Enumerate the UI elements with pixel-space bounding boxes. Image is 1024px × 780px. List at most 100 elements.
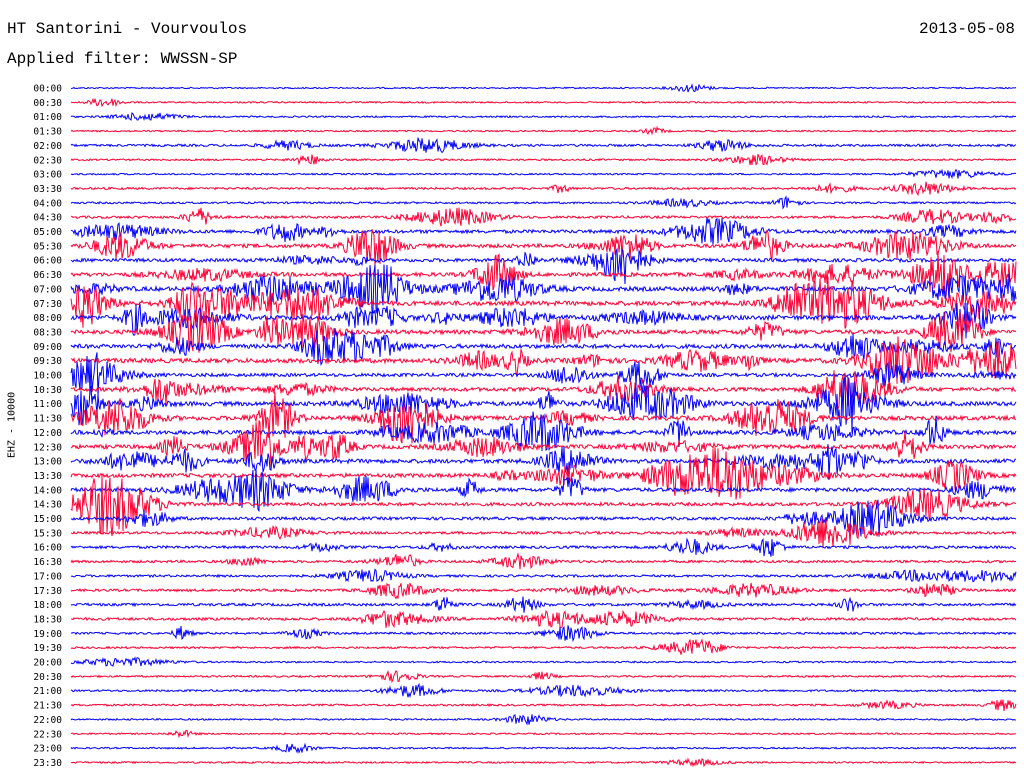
trace-line (70, 638, 1017, 655)
trace-line (70, 82, 1017, 93)
row-label: 23:00 (33, 744, 62, 755)
trace-line (70, 137, 1017, 154)
trace-line (70, 499, 1017, 537)
row-label: 08:30 (33, 327, 62, 338)
trace-line (70, 468, 1017, 513)
trace-line (70, 228, 1017, 268)
trace-line (70, 392, 1017, 444)
trace-line (70, 328, 1017, 366)
row-label: 05:30 (33, 241, 62, 252)
row-label: 06:30 (33, 270, 62, 281)
row-label: 16:00 (33, 543, 62, 554)
trace-line (70, 537, 1016, 557)
row-label: 05:00 (33, 227, 62, 238)
trace-line (70, 251, 1017, 298)
trace-line (70, 656, 1017, 667)
trace-line (70, 217, 1017, 245)
row-label: 10:30 (33, 385, 62, 396)
row-label: 06:00 (33, 256, 62, 267)
row-label: 20:00 (33, 658, 62, 669)
trace-line (70, 596, 1017, 613)
row-label: 11:30 (33, 414, 62, 425)
trace-line (70, 264, 1017, 314)
row-label: 15:00 (33, 514, 62, 525)
row-label: 01:00 (33, 112, 62, 123)
trace-line (70, 552, 1017, 570)
row-label: 21:30 (33, 701, 62, 712)
row-label: 04:30 (33, 213, 62, 224)
row-label: 14:30 (33, 500, 62, 511)
trace-line (70, 420, 1017, 468)
trace-line (70, 154, 1017, 166)
trace-line (70, 336, 1017, 389)
row-label: 13:30 (33, 471, 62, 482)
row-label: 14:00 (33, 485, 62, 496)
row-label: 03:30 (33, 184, 62, 195)
trace-line (70, 411, 1017, 452)
row-label: 02:00 (33, 141, 62, 152)
trace-line (70, 352, 1017, 397)
trace-line (70, 97, 1017, 108)
row-label: 10:00 (33, 371, 62, 382)
trace-line (70, 299, 1017, 339)
row-label: 22:00 (33, 715, 62, 726)
trace-line (70, 669, 1017, 684)
trace-line (70, 447, 1017, 500)
trace-line (70, 181, 1017, 197)
row-label: 13:00 (33, 457, 62, 468)
trace-line (70, 729, 1017, 739)
trace-line (70, 112, 1017, 122)
station-title: HT Santorini - Vourvoulos (7, 20, 248, 38)
row-label: 07:30 (33, 299, 62, 310)
trace-line (70, 625, 1017, 643)
row-label: 21:00 (33, 686, 62, 697)
trace-line (70, 375, 1017, 434)
trace-line (70, 699, 1017, 712)
row-label: 16:30 (33, 557, 62, 568)
row-label: 03:00 (33, 170, 62, 181)
trace-line (70, 714, 1017, 726)
trace-line (70, 517, 1017, 549)
trace-line (70, 473, 1017, 537)
row-label: 17:30 (33, 586, 62, 597)
row-label: 23:30 (33, 758, 62, 769)
row-label: 18:00 (33, 600, 62, 611)
row-label: 02:30 (33, 155, 62, 166)
trace-line (70, 125, 1017, 136)
trace-line (70, 310, 1017, 353)
date-label: 2013-05-08 (918, 20, 1015, 38)
trace-line (70, 168, 1017, 180)
row-label: 00:00 (33, 84, 62, 95)
row-label: 11:00 (33, 399, 62, 410)
row-label: 18:30 (33, 614, 62, 625)
row-label: 08:00 (33, 313, 62, 324)
trace-line (70, 568, 1017, 584)
row-label: 09:30 (33, 356, 62, 367)
row-label: 09:00 (33, 342, 62, 353)
trace-line (70, 582, 1017, 600)
row-label: 19:00 (33, 629, 62, 640)
trace-line (70, 370, 1017, 410)
row-label: 01:30 (33, 127, 62, 138)
trace-line (70, 742, 1017, 754)
trace-line (70, 682, 1017, 699)
trace-line (70, 276, 1017, 329)
row-label: 19:30 (33, 643, 62, 654)
trace-line (70, 757, 1017, 768)
row-label: 07:00 (33, 284, 62, 295)
row-label: 17:00 (33, 571, 62, 582)
row-label: 00:30 (33, 98, 62, 109)
row-label: 20:30 (33, 672, 62, 683)
filter-label: Applied filter: WWSSN-SP (7, 50, 238, 68)
trace-line (70, 195, 1017, 210)
trace-line (70, 247, 1017, 285)
trace-line (70, 444, 1016, 480)
row-label: 15:30 (33, 528, 62, 539)
row-label: 12:30 (33, 442, 62, 453)
row-label: 12:00 (33, 428, 62, 439)
row-label: 04:00 (33, 198, 62, 209)
trace-line (71, 609, 1017, 629)
trace-line (70, 207, 1016, 227)
row-label: 22:30 (33, 729, 62, 740)
